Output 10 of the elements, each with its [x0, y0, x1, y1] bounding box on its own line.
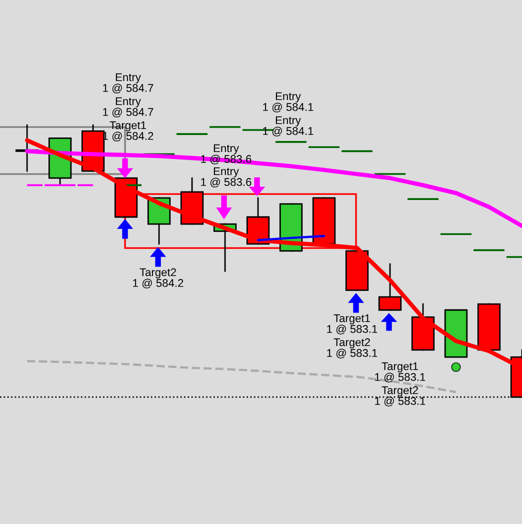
annotation: Target2 1 @ 584.2 [133, 268, 184, 288]
annotation: Target1 1 @ 583.1 [327, 314, 378, 334]
annotation: Target1 1 @ 583.1 [375, 362, 426, 382]
text: Entry 1 @ 584.7 [103, 97, 154, 118]
text: Entry 1 @ 584.7 [103, 73, 154, 94]
annotation: Entry 1 @ 583.6 [201, 167, 252, 188]
annotation: Target2 1 @ 583.1 [327, 338, 378, 358]
candlestick [378, 263, 402, 311]
text: Entry 1 @ 584.1 [263, 92, 314, 112]
annotation: Target2 1 @ 583.1 [375, 386, 426, 406]
